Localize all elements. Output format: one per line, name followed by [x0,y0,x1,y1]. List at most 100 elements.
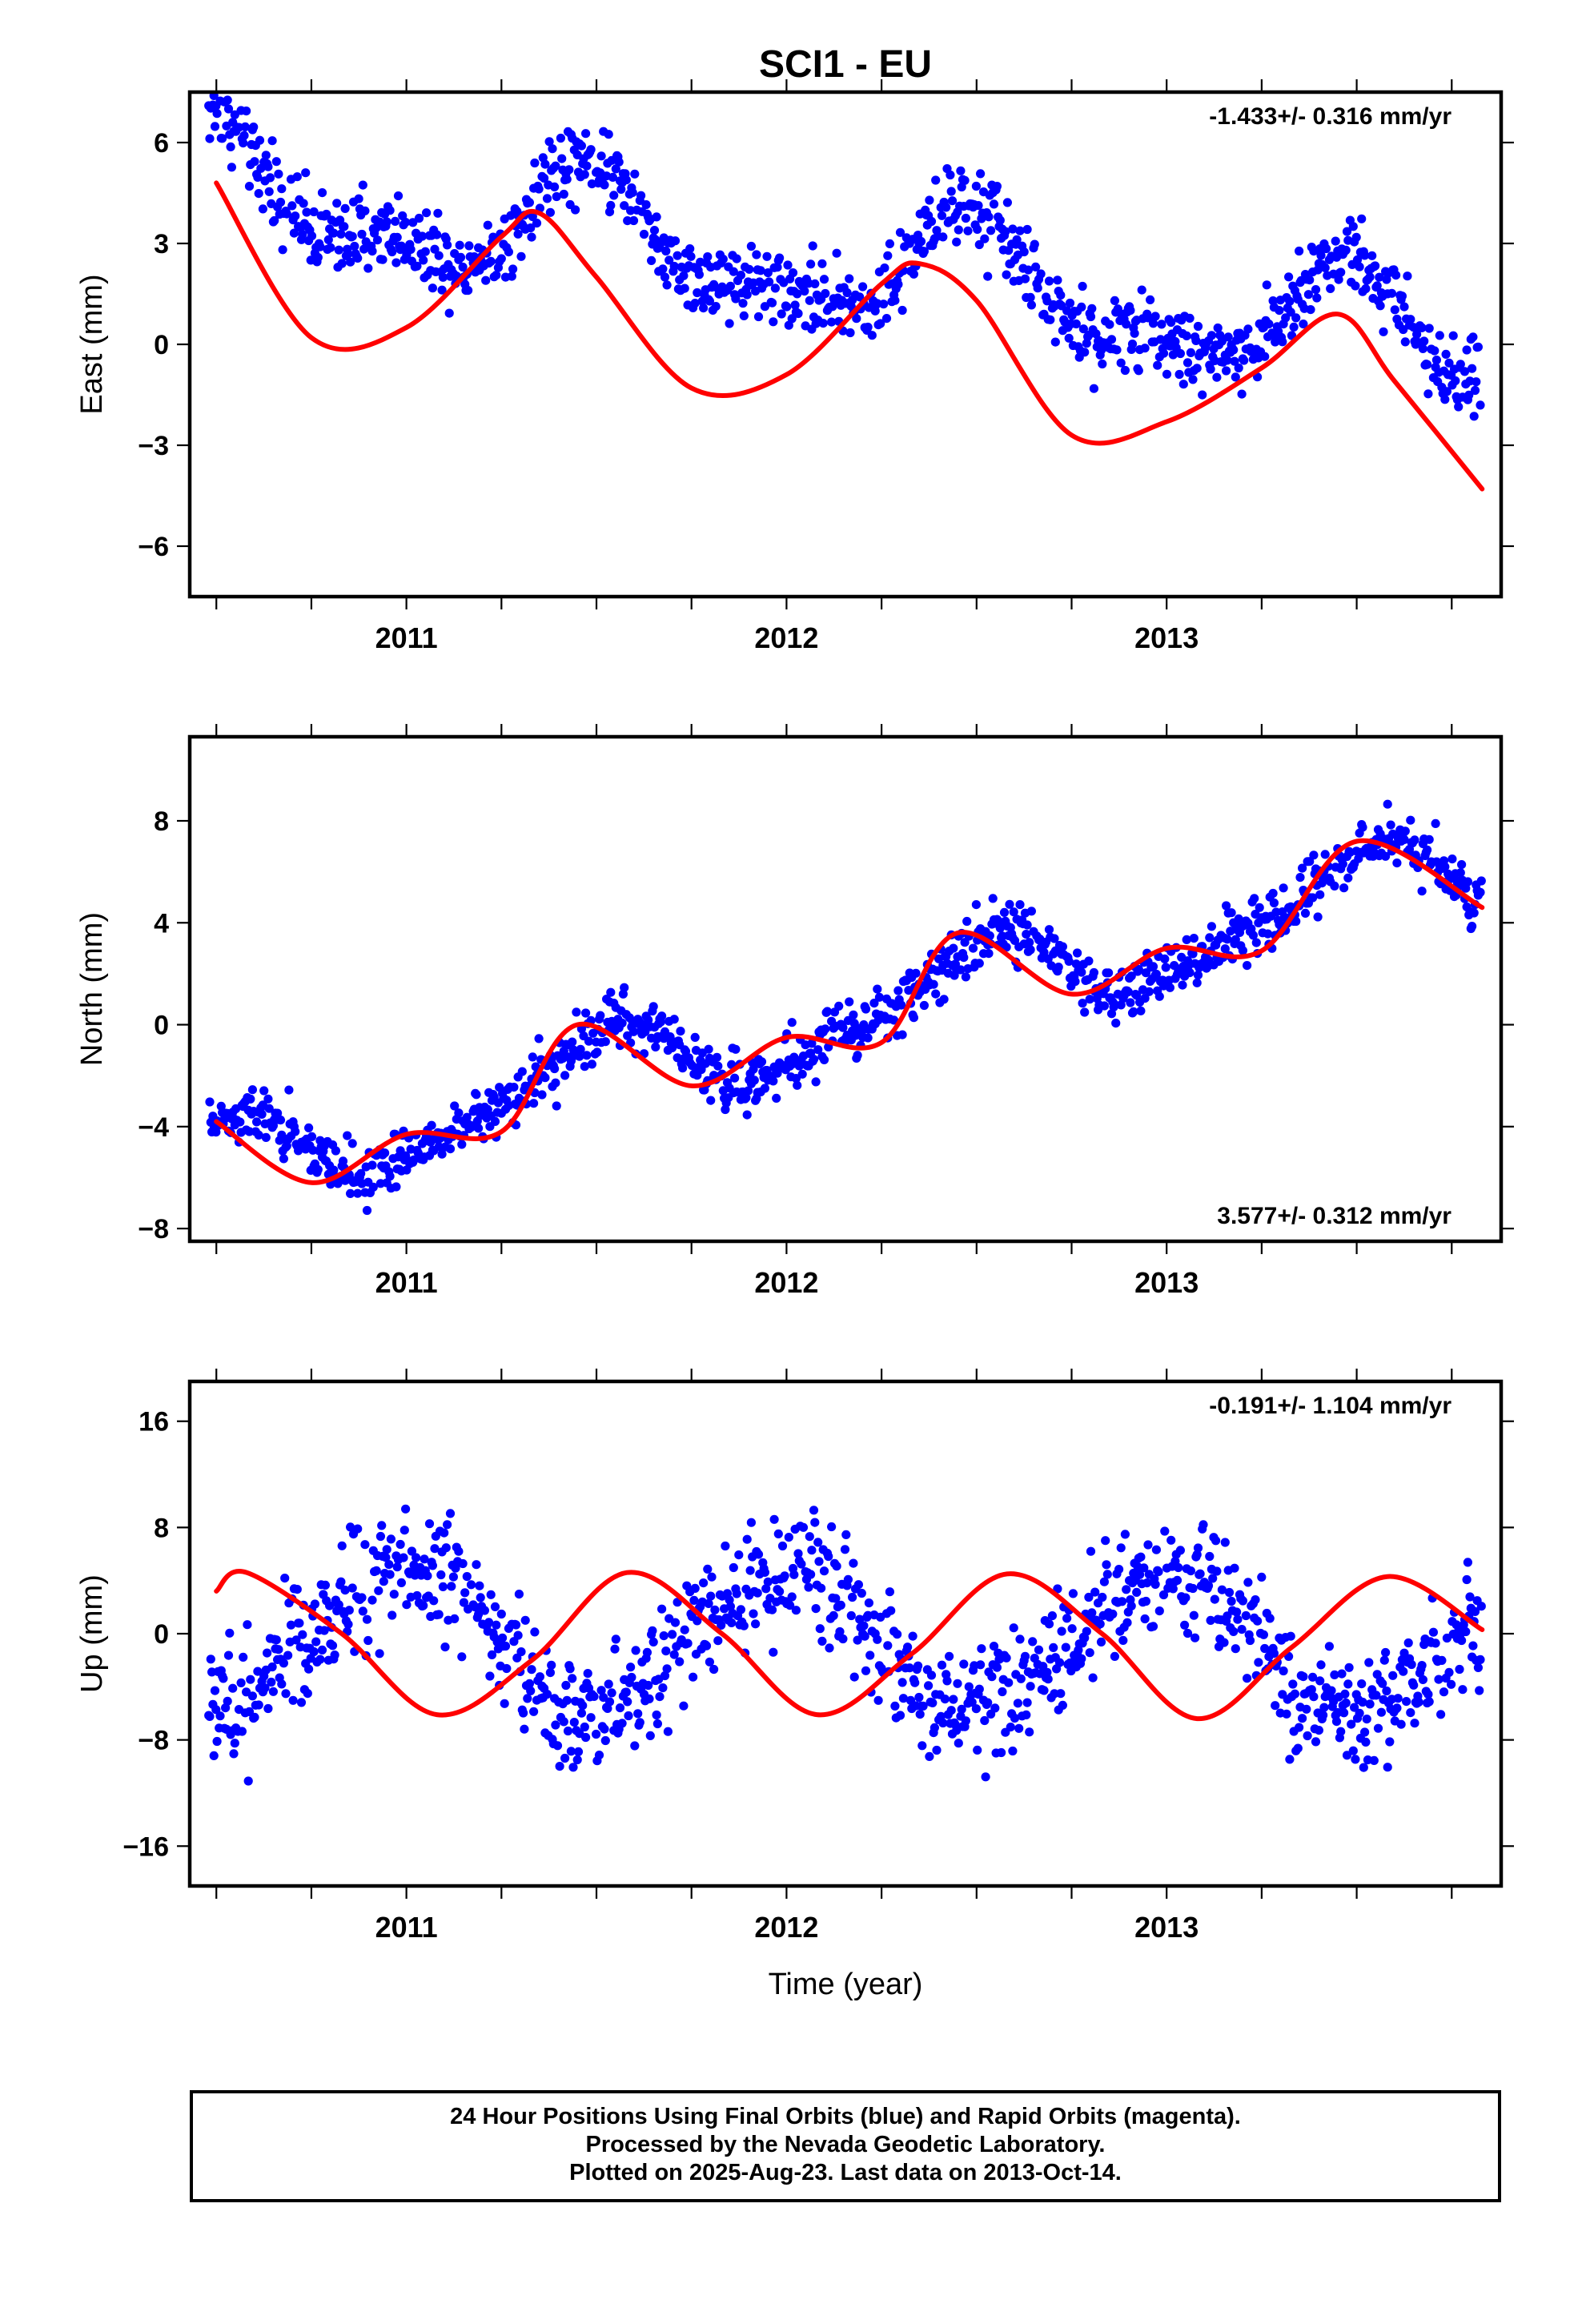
caption-line-2: Processed by the Nevada Geodetic Laborat… [585,2132,1106,2157]
data-point [596,151,606,161]
panel-north-points [205,799,1486,1216]
data-point [1180,1620,1190,1630]
data-point [1088,1673,1098,1683]
data-point [1410,1719,1419,1728]
data-point [307,231,317,241]
data-point [773,1529,783,1538]
data-point [670,236,681,246]
data-point [925,1751,934,1761]
data-point [1102,1560,1111,1570]
data-point [520,1615,530,1625]
data-point [419,255,428,265]
data-point [367,247,377,256]
data-point [1132,1587,1142,1597]
data-point [762,1066,772,1076]
data-point [680,283,689,293]
data-point [1385,1737,1395,1747]
data-point [259,1086,269,1096]
data-point [1050,337,1060,347]
data-point [346,257,355,267]
data-point [289,228,299,238]
data-point [1231,935,1240,944]
data-point [1275,306,1284,316]
data-point [1286,1631,1295,1641]
data-point [775,253,785,263]
data-point [427,1120,436,1130]
data-point [1383,799,1392,809]
data-point [767,298,777,308]
data-point [343,249,353,259]
data-point [952,237,962,247]
data-point [1397,292,1407,301]
data-point [451,1563,460,1573]
data-point [793,308,803,319]
data-point [1207,331,1216,340]
data-point [1116,358,1126,368]
data-point [1371,1691,1381,1700]
data-point [770,283,781,293]
data-point [587,1059,597,1069]
data-point [527,232,536,242]
data-point [573,1747,584,1756]
data-point [953,1679,962,1688]
data-point [1110,1651,1119,1661]
data-point [790,300,800,310]
data-point [432,230,442,239]
data-point [1077,302,1086,312]
data-point [1057,1626,1066,1636]
data-point [659,1631,669,1641]
data-point [1012,235,1022,244]
data-point [514,1590,524,1599]
data-point [1078,281,1087,292]
data-point [315,242,325,251]
data-point [995,215,1005,225]
data-point [307,1132,317,1141]
y-tick-label: −8 [138,1214,169,1244]
data-point [673,251,682,260]
data-point [616,184,626,194]
data-point [344,1606,354,1615]
data-point [1339,883,1349,893]
data-point [392,1562,402,1572]
data-point [1351,281,1360,291]
data-point [1230,1563,1239,1573]
data-point [205,1097,215,1107]
data-point [686,251,696,261]
data-point [315,1655,325,1664]
data-point [897,1000,906,1010]
data-point [988,894,998,903]
data-point [617,1018,627,1028]
data-point [581,1732,591,1743]
data-point [1463,877,1472,887]
data-point [981,1772,990,1782]
data-point [931,175,941,185]
data-point [1308,1672,1318,1682]
x-tick-label: 2013 [1134,1911,1199,1944]
data-point [1327,1686,1336,1695]
data-point [668,1630,677,1639]
data-point [402,1600,412,1610]
data-point [976,169,986,179]
data-point [326,243,335,252]
data-point [626,1663,636,1672]
data-point [1084,1592,1094,1602]
data-point [946,1706,956,1715]
data-point [949,1695,958,1704]
data-point [706,1096,716,1105]
data-point [1376,1707,1386,1717]
data-point [548,144,557,154]
y-tick-label: 6 [154,128,169,159]
data-point [909,1013,918,1023]
data-point [909,269,918,279]
data-point [1364,1658,1374,1667]
data-point [1259,1630,1268,1639]
data-point [1342,1751,1352,1760]
data-point [487,1650,497,1659]
data-point [1061,1642,1070,1652]
data-point [1465,1592,1475,1602]
data-point [1095,1619,1105,1629]
data-point [362,1205,372,1216]
data-point [845,997,854,1007]
data-point [628,187,637,197]
data-point [669,1015,679,1024]
